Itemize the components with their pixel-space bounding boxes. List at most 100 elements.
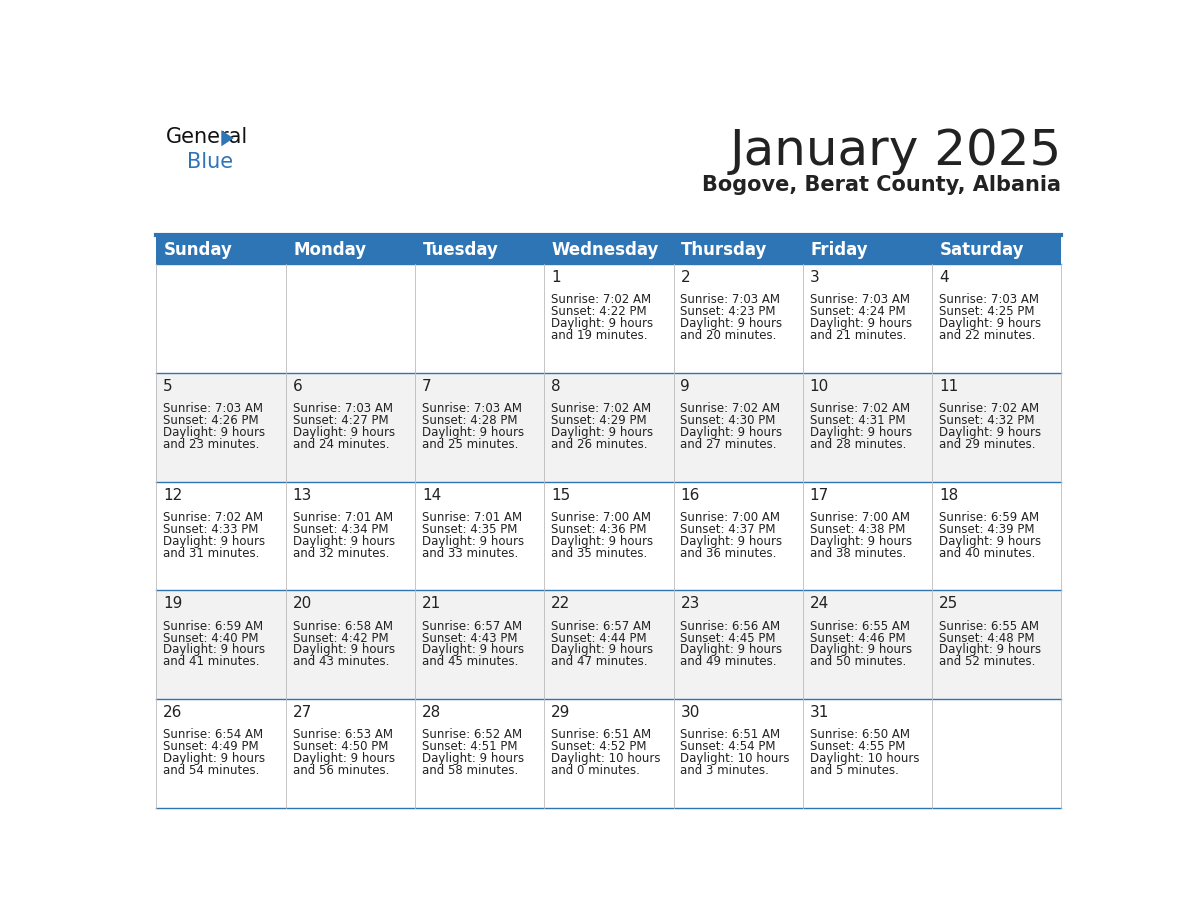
Text: Sunrise: 7:03 AM: Sunrise: 7:03 AM: [422, 402, 522, 415]
Text: Sunset: 4:39 PM: Sunset: 4:39 PM: [939, 523, 1035, 536]
Text: and 21 minutes.: and 21 minutes.: [810, 330, 906, 342]
Text: and 22 minutes.: and 22 minutes.: [939, 330, 1036, 342]
Text: Sunrise: 7:00 AM: Sunrise: 7:00 AM: [681, 511, 781, 524]
Text: and 32 minutes.: and 32 minutes.: [292, 547, 388, 560]
Text: Daylight: 9 hours: Daylight: 9 hours: [422, 426, 524, 439]
Text: Sunrise: 6:52 AM: Sunrise: 6:52 AM: [422, 728, 522, 742]
Text: Sunset: 4:29 PM: Sunset: 4:29 PM: [551, 414, 646, 427]
Text: 6: 6: [292, 379, 302, 394]
Text: Sunrise: 6:55 AM: Sunrise: 6:55 AM: [810, 620, 910, 633]
Text: and 43 minutes.: and 43 minutes.: [292, 655, 388, 668]
Text: Tuesday: Tuesday: [423, 241, 499, 259]
Text: 2: 2: [681, 270, 690, 285]
Text: Sunrise: 6:56 AM: Sunrise: 6:56 AM: [681, 620, 781, 633]
Text: and 24 minutes.: and 24 minutes.: [292, 438, 388, 451]
Text: Daylight: 9 hours: Daylight: 9 hours: [292, 426, 394, 439]
Text: and 58 minutes.: and 58 minutes.: [422, 764, 518, 778]
Text: Sunrise: 6:53 AM: Sunrise: 6:53 AM: [292, 728, 392, 742]
Text: and 40 minutes.: and 40 minutes.: [939, 547, 1036, 560]
Text: Sunrise: 6:59 AM: Sunrise: 6:59 AM: [163, 620, 264, 633]
Text: Sunrise: 6:50 AM: Sunrise: 6:50 AM: [810, 728, 910, 742]
Text: Sunset: 4:27 PM: Sunset: 4:27 PM: [292, 414, 388, 427]
Text: Daylight: 9 hours: Daylight: 9 hours: [810, 426, 912, 439]
Text: Daylight: 9 hours: Daylight: 9 hours: [163, 644, 265, 656]
Text: Sunset: 4:32 PM: Sunset: 4:32 PM: [939, 414, 1035, 427]
Text: Daylight: 9 hours: Daylight: 9 hours: [681, 644, 783, 656]
Text: Sunrise: 7:01 AM: Sunrise: 7:01 AM: [292, 511, 393, 524]
Text: and 5 minutes.: and 5 minutes.: [810, 764, 898, 778]
Text: Sunrise: 6:59 AM: Sunrise: 6:59 AM: [939, 511, 1040, 524]
Text: Sunrise: 7:02 AM: Sunrise: 7:02 AM: [551, 402, 651, 415]
Text: and 33 minutes.: and 33 minutes.: [422, 547, 518, 560]
Polygon shape: [221, 130, 234, 146]
Text: 31: 31: [810, 705, 829, 721]
Bar: [157, 373, 1061, 482]
Text: Sunset: 4:26 PM: Sunset: 4:26 PM: [163, 414, 259, 427]
Text: and 38 minutes.: and 38 minutes.: [810, 547, 906, 560]
Text: 8: 8: [551, 379, 561, 394]
Text: Sunset: 4:31 PM: Sunset: 4:31 PM: [810, 414, 905, 427]
Text: 16: 16: [681, 487, 700, 503]
Text: Sunrise: 7:02 AM: Sunrise: 7:02 AM: [810, 402, 910, 415]
Text: Daylight: 9 hours: Daylight: 9 hours: [681, 426, 783, 439]
Bar: [157, 699, 1061, 808]
Text: Sunset: 4:55 PM: Sunset: 4:55 PM: [810, 740, 905, 754]
Text: 7: 7: [422, 379, 431, 394]
Text: 25: 25: [939, 597, 959, 611]
Text: Sunset: 4:46 PM: Sunset: 4:46 PM: [810, 632, 905, 644]
Text: Daylight: 9 hours: Daylight: 9 hours: [810, 535, 912, 548]
Text: Daylight: 10 hours: Daylight: 10 hours: [810, 752, 920, 766]
Text: Daylight: 9 hours: Daylight: 9 hours: [292, 752, 394, 766]
Text: Sunset: 4:51 PM: Sunset: 4:51 PM: [422, 740, 517, 754]
Text: 28: 28: [422, 705, 441, 721]
Text: Sunrise: 7:03 AM: Sunrise: 7:03 AM: [681, 294, 781, 307]
Text: and 50 minutes.: and 50 minutes.: [810, 655, 906, 668]
Text: Sunset: 4:24 PM: Sunset: 4:24 PM: [810, 306, 905, 319]
Text: Sunset: 4:30 PM: Sunset: 4:30 PM: [681, 414, 776, 427]
Text: 20: 20: [292, 597, 311, 611]
Bar: [157, 590, 1061, 699]
Text: Sunset: 4:44 PM: Sunset: 4:44 PM: [551, 632, 646, 644]
Text: 23: 23: [681, 597, 700, 611]
Text: and 3 minutes.: and 3 minutes.: [681, 764, 770, 778]
Text: Sunset: 4:35 PM: Sunset: 4:35 PM: [422, 523, 517, 536]
Text: and 28 minutes.: and 28 minutes.: [810, 438, 906, 451]
Text: Sunrise: 7:03 AM: Sunrise: 7:03 AM: [163, 402, 264, 415]
Text: Sunset: 4:22 PM: Sunset: 4:22 PM: [551, 306, 646, 319]
Text: Sunset: 4:37 PM: Sunset: 4:37 PM: [681, 523, 776, 536]
Text: Daylight: 9 hours: Daylight: 9 hours: [163, 535, 265, 548]
Text: Sunset: 4:33 PM: Sunset: 4:33 PM: [163, 523, 259, 536]
Text: Sunrise: 6:51 AM: Sunrise: 6:51 AM: [551, 728, 651, 742]
Text: and 35 minutes.: and 35 minutes.: [551, 547, 647, 560]
Text: 13: 13: [292, 487, 312, 503]
Text: January 2025: January 2025: [729, 127, 1061, 175]
Text: and 25 minutes.: and 25 minutes.: [422, 438, 518, 451]
Text: 10: 10: [810, 379, 829, 394]
Text: Sunrise: 7:00 AM: Sunrise: 7:00 AM: [810, 511, 910, 524]
Text: 22: 22: [551, 597, 570, 611]
Text: General: General: [165, 127, 248, 147]
Text: Sunrise: 6:55 AM: Sunrise: 6:55 AM: [939, 620, 1040, 633]
Text: Wednesday: Wednesday: [552, 241, 659, 259]
Text: Sunrise: 6:58 AM: Sunrise: 6:58 AM: [292, 620, 392, 633]
Text: and 19 minutes.: and 19 minutes.: [551, 330, 647, 342]
Text: and 47 minutes.: and 47 minutes.: [551, 655, 647, 668]
Text: Daylight: 9 hours: Daylight: 9 hours: [681, 535, 783, 548]
Text: 17: 17: [810, 487, 829, 503]
Text: Daylight: 9 hours: Daylight: 9 hours: [810, 318, 912, 330]
Text: and 52 minutes.: and 52 minutes.: [939, 655, 1036, 668]
Text: Sunday: Sunday: [164, 241, 233, 259]
Text: and 29 minutes.: and 29 minutes.: [939, 438, 1036, 451]
Text: 30: 30: [681, 705, 700, 721]
Text: Daylight: 9 hours: Daylight: 9 hours: [551, 644, 653, 656]
Text: 27: 27: [292, 705, 311, 721]
Text: Sunrise: 7:02 AM: Sunrise: 7:02 AM: [939, 402, 1040, 415]
Text: and 45 minutes.: and 45 minutes.: [422, 655, 518, 668]
Text: Saturday: Saturday: [940, 241, 1024, 259]
Text: Monday: Monday: [293, 241, 366, 259]
Text: Sunrise: 6:51 AM: Sunrise: 6:51 AM: [681, 728, 781, 742]
Text: Friday: Friday: [810, 241, 868, 259]
Text: Sunset: 4:28 PM: Sunset: 4:28 PM: [422, 414, 517, 427]
Text: Daylight: 9 hours: Daylight: 9 hours: [422, 535, 524, 548]
Text: Daylight: 9 hours: Daylight: 9 hours: [810, 644, 912, 656]
